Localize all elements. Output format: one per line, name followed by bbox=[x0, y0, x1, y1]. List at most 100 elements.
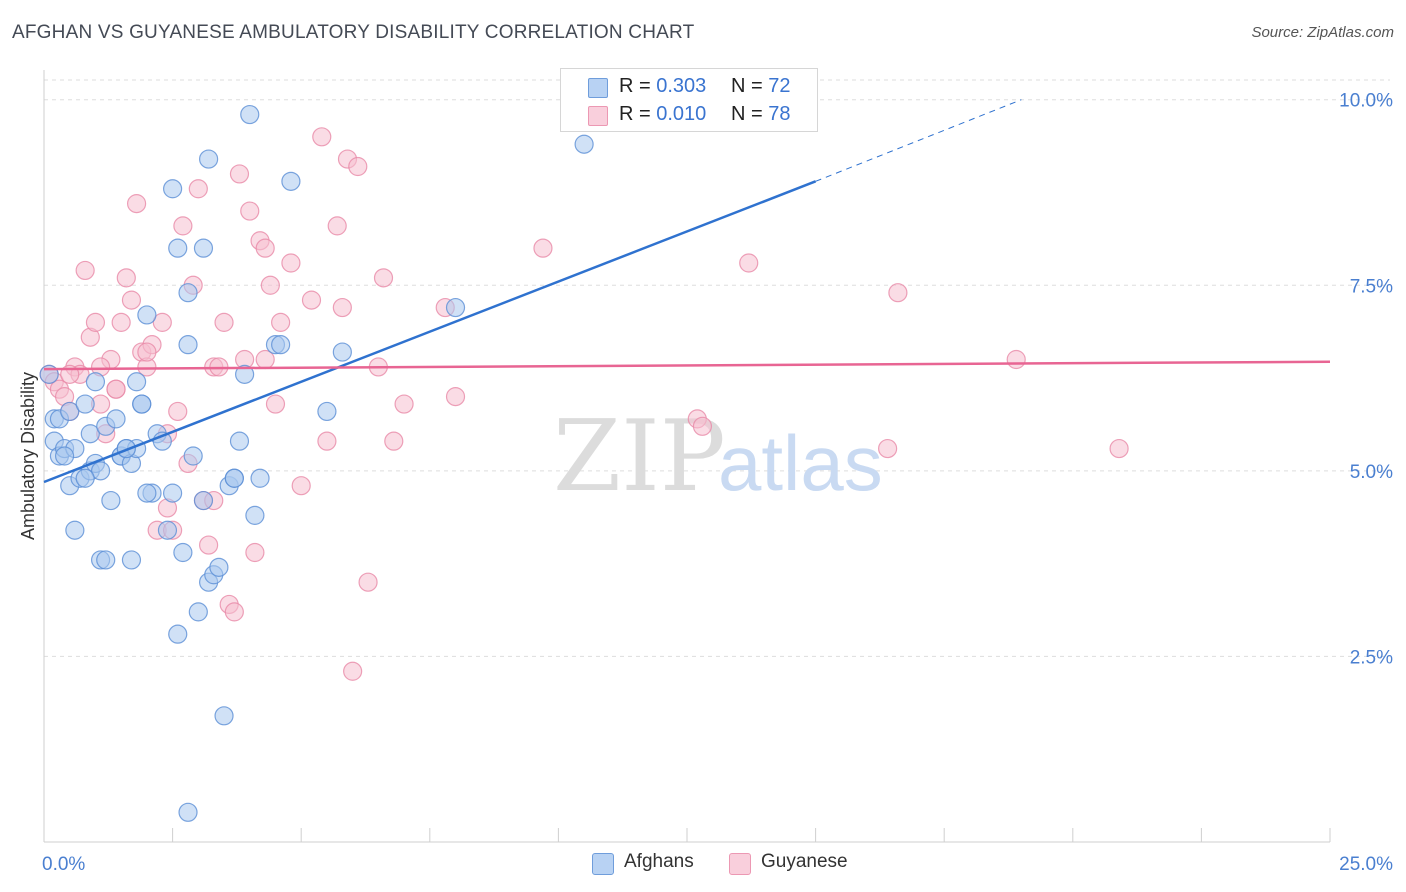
afghan-point bbox=[229, 431, 250, 451]
legend-row-guyanese: R = 0.010 N = 78 bbox=[561, 100, 817, 130]
afghan-point bbox=[137, 305, 157, 325]
afghan-point bbox=[188, 602, 208, 622]
axes-layer bbox=[43, 70, 1331, 843]
afghan-point bbox=[224, 468, 244, 488]
guyanese-point bbox=[281, 253, 301, 273]
trend-layer bbox=[43, 99, 1331, 484]
afghan-point bbox=[168, 238, 188, 258]
guyanese-swatch-icon bbox=[729, 853, 751, 875]
labels-layer: 10.0% 7.5% 5.0% 2.5% 0.0% 25.0% Ambulatory Dis… bbox=[18, 91, 1393, 875]
guyanese-point bbox=[343, 661, 363, 681]
guyanese-point bbox=[188, 179, 208, 199]
guyanese-point bbox=[255, 238, 275, 258]
afghan-point bbox=[178, 802, 198, 822]
guyanese-point bbox=[394, 394, 414, 414]
guyanese-point bbox=[301, 290, 322, 310]
afghan-point bbox=[214, 706, 234, 726]
legend-n-label: N = bbox=[731, 103, 763, 125]
afghan-point bbox=[85, 372, 106, 392]
afghan-point bbox=[178, 335, 198, 355]
guyanese-point bbox=[312, 127, 332, 147]
guyanese-point bbox=[384, 431, 404, 451]
guyanese-point bbox=[692, 416, 713, 436]
afghan-point bbox=[199, 149, 219, 169]
afghan-point bbox=[168, 624, 188, 644]
afghan-point bbox=[193, 238, 214, 258]
y-axis-label: Ambulatory Disability bbox=[18, 372, 38, 540]
y-tick-label: 10.0% bbox=[1339, 91, 1393, 112]
points-layer bbox=[39, 104, 1129, 822]
afghan-point bbox=[209, 557, 229, 577]
guyanese-point bbox=[878, 438, 898, 459]
afghan-point bbox=[281, 171, 301, 191]
legend-r-label: R = bbox=[619, 75, 651, 97]
guyanese-point bbox=[260, 275, 280, 295]
guyanese-trend-line bbox=[43, 360, 1331, 371]
guyanese-point bbox=[85, 312, 106, 332]
guyanese-point bbox=[199, 535, 219, 555]
afghan-point bbox=[75, 468, 95, 488]
legend-r-value-afghans: 0.303 bbox=[656, 75, 707, 97]
guyanese-point bbox=[271, 312, 291, 332]
guyanese-point bbox=[214, 312, 234, 332]
guyanese-point bbox=[240, 201, 260, 221]
afghan-point bbox=[75, 394, 95, 414]
afghan-point bbox=[90, 461, 111, 481]
afghan-point bbox=[65, 520, 85, 540]
guyanese-point bbox=[229, 164, 250, 184]
afghan-point bbox=[126, 372, 147, 392]
chart-source: Source: ZipAtlas.com bbox=[1251, 24, 1394, 41]
afghan-point bbox=[332, 342, 352, 362]
guyanese-point bbox=[265, 394, 286, 414]
afghan-point bbox=[60, 401, 80, 422]
afghan-point bbox=[137, 483, 157, 503]
afghans-trend-line bbox=[43, 180, 817, 484]
legend-n-value-afghans: 72 bbox=[768, 75, 791, 97]
chart-title: AFGHAN VS GUYANESE AMBULATORY DISABILITY… bbox=[12, 22, 695, 43]
afghan-point bbox=[317, 401, 337, 422]
afghan-point bbox=[121, 550, 142, 570]
afghan-point bbox=[183, 446, 203, 466]
guyanese-point bbox=[245, 542, 265, 563]
guyanese-point bbox=[1006, 349, 1026, 370]
series-legend-label: Guyanese bbox=[761, 851, 848, 872]
afghan-point bbox=[245, 505, 265, 525]
guyanese-point bbox=[106, 379, 126, 399]
afghan-point bbox=[271, 335, 291, 355]
guyanese-point bbox=[116, 268, 136, 288]
guyanese-point bbox=[533, 238, 553, 258]
y-tick-label: 5.0% bbox=[1350, 462, 1393, 483]
guyanese-point bbox=[291, 476, 311, 496]
correlation-legend: R = 0.303 N = 72 R = 0.010 N = 78 bbox=[560, 68, 818, 132]
afghan-point bbox=[157, 520, 178, 540]
guyanese-point bbox=[111, 312, 131, 332]
guyanese-point bbox=[332, 297, 352, 318]
x-tick-label: 25.0% bbox=[1339, 854, 1393, 875]
afghan-point bbox=[132, 394, 152, 414]
afghan-point bbox=[163, 179, 183, 199]
guyanese-point bbox=[1109, 438, 1129, 459]
guyanese-point bbox=[121, 290, 142, 310]
afghan-point bbox=[173, 542, 193, 563]
series-legend-label: Afghans bbox=[624, 851, 694, 872]
afghan-point bbox=[235, 364, 255, 384]
guyanese-point bbox=[739, 253, 759, 273]
y-tick-label: 2.5% bbox=[1350, 647, 1393, 668]
guyanese-point bbox=[152, 312, 172, 332]
afghans-swatch-icon bbox=[592, 853, 614, 875]
afghan-point bbox=[193, 490, 214, 511]
guyanese-point bbox=[327, 216, 347, 236]
guyanese-point bbox=[373, 268, 394, 288]
x-tick-label: 0.0% bbox=[42, 854, 85, 875]
afghans-trend-extension bbox=[815, 99, 1022, 182]
afghan-point bbox=[240, 104, 260, 125]
guyanese-point bbox=[75, 260, 95, 281]
legend-n-label: N = bbox=[731, 75, 763, 97]
guyanese-point bbox=[358, 572, 378, 592]
guyanese-point bbox=[445, 387, 466, 407]
afghan-point bbox=[250, 468, 270, 488]
afghan-point bbox=[445, 297, 466, 318]
afghan-point bbox=[96, 550, 116, 570]
afghan-point bbox=[101, 490, 121, 511]
